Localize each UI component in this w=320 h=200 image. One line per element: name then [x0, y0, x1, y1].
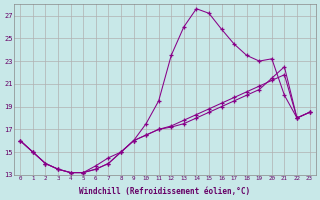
X-axis label: Windchill (Refroidissement éolien,°C): Windchill (Refroidissement éolien,°C)	[79, 187, 251, 196]
